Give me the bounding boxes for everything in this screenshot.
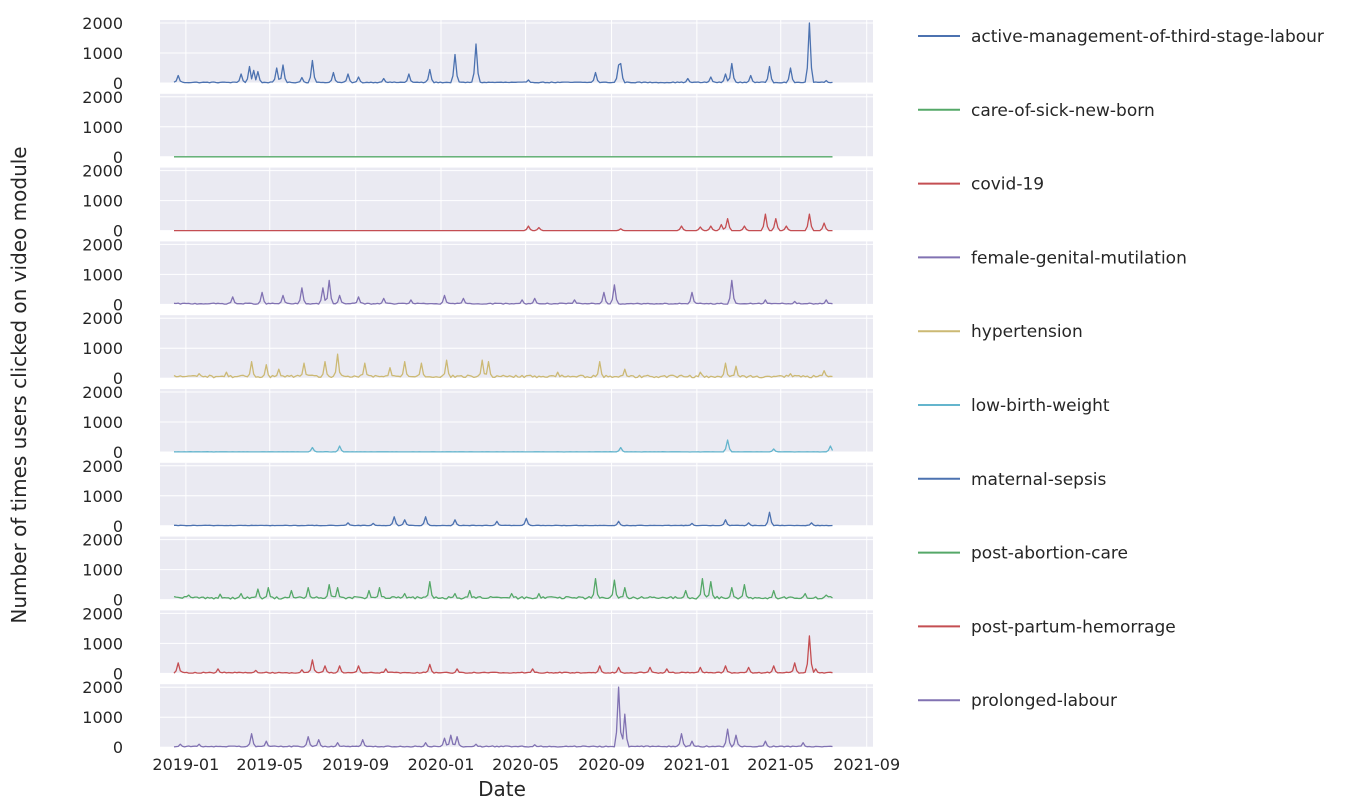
y-tick-label: 2000 bbox=[82, 604, 123, 623]
series-line-maternal-sepsis bbox=[174, 511, 833, 527]
panel-hypertension: 0 1000 2000 bbox=[82, 309, 873, 388]
legend-item-maternal-sepsis: maternal-sepsis bbox=[918, 470, 1107, 490]
y-tick-label: 2000 bbox=[82, 88, 123, 107]
legend: active-management-of-third-stage-labour c… bbox=[918, 27, 1324, 711]
y-tick-label: 1000 bbox=[82, 487, 123, 506]
y-axis-title: Number of times users clicked on video m… bbox=[7, 146, 31, 623]
y-tick-label: 2000 bbox=[82, 678, 123, 697]
y-tick-label: 1000 bbox=[82, 118, 123, 137]
legend-label: maternal-sepsis bbox=[971, 470, 1107, 490]
panel-female-genital-mutilation: 0 1000 2000 bbox=[82, 235, 873, 314]
x-tick-label: 2019-09 bbox=[322, 755, 389, 774]
y-tick-label: 1000 bbox=[82, 561, 123, 580]
y-tick-label: 0 bbox=[113, 222, 123, 241]
y-tick-label: 2000 bbox=[82, 309, 123, 328]
y-tick-label: 2000 bbox=[82, 14, 123, 33]
panel-background bbox=[160, 167, 873, 231]
y-tick-label: 0 bbox=[113, 369, 123, 388]
panel-background bbox=[160, 315, 873, 379]
legend-item-low-birth-weight: low-birth-weight bbox=[918, 396, 1110, 416]
x-tick-label: 2021-05 bbox=[747, 755, 814, 774]
y-tick-label: 1000 bbox=[82, 634, 123, 653]
y-tick-label: 0 bbox=[113, 664, 123, 683]
legend-label: prolonged-labour bbox=[971, 691, 1117, 711]
y-tick-label: 1000 bbox=[82, 44, 123, 63]
y-tick-label: 0 bbox=[113, 74, 123, 93]
y-tick-label: 0 bbox=[113, 738, 123, 757]
y-tick-label: 0 bbox=[113, 517, 123, 536]
panel-post-partum-hemorrage: 0 1000 2000 bbox=[82, 604, 873, 683]
legend-item-covid-19: covid-19 bbox=[918, 175, 1044, 195]
series-line-hypertension bbox=[173, 353, 833, 379]
series-line-female-genital-mutilation bbox=[173, 279, 833, 305]
y-tick-label: 1000 bbox=[82, 413, 123, 432]
series-line-post-abortion-care bbox=[173, 577, 833, 600]
y-tick-label: 0 bbox=[113, 295, 123, 314]
y-tick-label: 0 bbox=[113, 148, 123, 167]
series-line-active-management-of-third-stage-labour bbox=[173, 22, 833, 84]
legend-label: post-abortion-care bbox=[971, 544, 1128, 564]
panel-background bbox=[160, 684, 873, 748]
series-line-post-partum-hemorrage bbox=[173, 635, 833, 674]
panel-maternal-sepsis: 0 1000 2000 bbox=[82, 457, 873, 536]
legend-label: covid-19 bbox=[971, 175, 1044, 195]
x-tick-label: 2019-05 bbox=[236, 755, 303, 774]
legend-label: female-genital-mutilation bbox=[971, 248, 1187, 268]
y-tick-label: 0 bbox=[113, 443, 123, 462]
y-tick-label: 2000 bbox=[82, 531, 123, 550]
x-tick-label: 2020-09 bbox=[578, 755, 645, 774]
x-axis-ticks: 2019-01 2019-05 2019-09 2020-01 2020-05 2020-… bbox=[152, 755, 900, 774]
panel-low-birth-weight: 0 1000 2000 bbox=[82, 383, 873, 462]
legend-label: active-management-of-third-stage-labour bbox=[971, 27, 1324, 47]
y-tick-label: 2000 bbox=[82, 235, 123, 254]
y-tick-label: 2000 bbox=[82, 383, 123, 402]
legend-label: hypertension bbox=[971, 322, 1083, 342]
legend-item-hypertension: hypertension bbox=[918, 322, 1083, 342]
legend-item-care-of-sick-new-born: care-of-sick-new-born bbox=[918, 101, 1155, 121]
panel-prolonged-labour: 0 1000 2000 bbox=[82, 678, 873, 757]
panel-background bbox=[160, 241, 873, 305]
panel-background bbox=[160, 20, 873, 83]
x-tick-label: 2020-05 bbox=[492, 755, 559, 774]
x-tick-label: 2021-01 bbox=[663, 755, 730, 774]
panel-background bbox=[160, 389, 873, 452]
series-line-prolonged-labour bbox=[173, 686, 833, 748]
series-line-covid-19 bbox=[174, 213, 833, 232]
legend-item-active-management-of-third-stage-labour: active-management-of-third-stage-labour bbox=[918, 27, 1324, 47]
panel-background bbox=[160, 610, 873, 674]
y-tick-label: 0 bbox=[113, 591, 123, 610]
y-tick-label: 2000 bbox=[82, 457, 123, 476]
y-tick-label: 2000 bbox=[82, 162, 123, 181]
y-tick-label: 1000 bbox=[82, 265, 123, 284]
panel-active-management-of-third-stage-labour: 0 1000 2000 bbox=[82, 14, 873, 93]
x-tick-label: 2021-09 bbox=[833, 755, 900, 774]
legend-label: low-birth-weight bbox=[971, 396, 1110, 416]
legend-label: care-of-sick-new-born bbox=[971, 101, 1155, 121]
y-tick-label: 1000 bbox=[82, 708, 123, 727]
x-tick-label: 2019-01 bbox=[152, 755, 219, 774]
panel-background bbox=[160, 536, 873, 600]
y-tick-label: 1000 bbox=[82, 192, 123, 211]
legend-item-post-partum-hemorrage: post-partum-hemorrage bbox=[918, 617, 1176, 637]
panel-covid-19: 0 1000 2000 bbox=[82, 162, 873, 241]
legend-item-prolonged-labour: prolonged-labour bbox=[918, 691, 1117, 711]
legend-label: post-partum-hemorrage bbox=[971, 617, 1176, 637]
panel-care-of-sick-new-born: 0 1000 2000 bbox=[82, 88, 873, 167]
panel-background bbox=[160, 93, 873, 157]
y-tick-label: 1000 bbox=[82, 339, 123, 358]
panel-background bbox=[160, 462, 873, 526]
chart-panels: 0100020000100020000100020000100020000100… bbox=[82, 14, 873, 757]
x-tick-label: 2020-01 bbox=[408, 755, 475, 774]
x-axis-title: Date bbox=[478, 777, 526, 801]
legend-item-post-abortion-care: post-abortion-care bbox=[918, 544, 1128, 564]
legend-item-female-genital-mutilation: female-genital-mutilation bbox=[918, 248, 1187, 268]
series-line-low-birth-weight bbox=[173, 439, 834, 453]
panel-post-abortion-care: 0 1000 2000 bbox=[82, 531, 873, 610]
